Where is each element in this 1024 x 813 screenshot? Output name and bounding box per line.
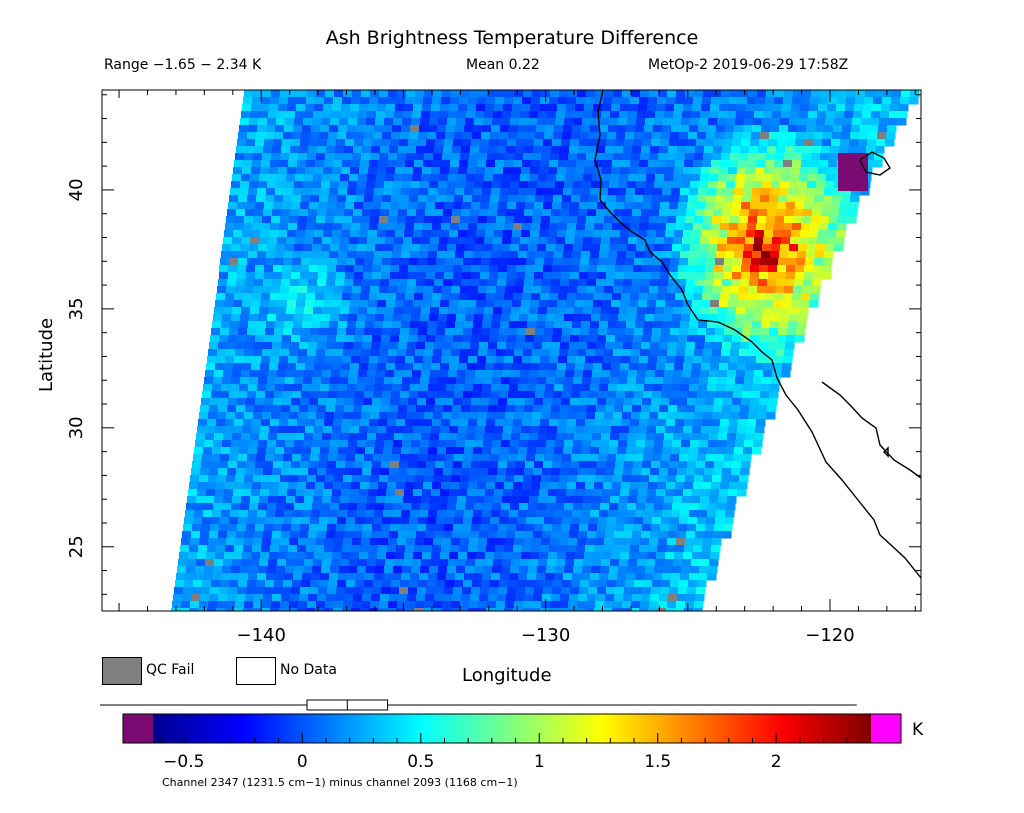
y-tick-label: 35	[66, 297, 87, 320]
colorbar-tick-label: −0.5	[163, 752, 204, 772]
colorbar: −0.5 0 0.5 1 1.5 2	[100, 699, 902, 772]
colorbar-tick-label: 2	[771, 752, 782, 772]
satellite-time-text: MetOp-2 2019-06-29 17:58Z	[648, 57, 849, 73]
x-tick-label: −140	[237, 625, 286, 646]
colorbar-under-swatch	[123, 714, 153, 743]
channel-footnote: Channel 2347 (1231.5 cm−1) minus channel…	[162, 776, 518, 789]
colorbar-unit: K	[912, 720, 924, 740]
coastline	[594, 90, 921, 579]
y-tick-label: 30	[66, 416, 87, 439]
x-axis-label: Longitude	[462, 665, 552, 686]
colorbar-tick-label: 0	[297, 752, 308, 772]
colorbar-over-swatch	[871, 714, 901, 743]
no-data-label: No Data	[280, 662, 337, 678]
chart-title: Ash Brightness Temperature Difference	[325, 27, 699, 49]
colorbar-tick-label: 1	[534, 752, 545, 772]
qc-fail-swatch	[102, 657, 142, 685]
mean-text: Mean 0.22	[466, 57, 540, 73]
colorbar-frame	[122, 713, 902, 744]
heatmap-swath	[171, 90, 920, 611]
y-tick-label: 40	[66, 178, 87, 201]
x-tick-label: −120	[805, 625, 854, 646]
colorbar-tick-label: 0.5	[407, 752, 434, 772]
plot-frame	[101, 89, 922, 612]
qc-fail-label: QC Fail	[146, 662, 195, 678]
axes: −140 −130 −120 25 30 35 40	[66, 90, 921, 646]
colorbar-gradient	[153, 714, 871, 743]
y-tick-label: 25	[66, 535, 87, 558]
range-text: Range −1.65 − 2.34 K	[104, 57, 262, 73]
no-data-swatch	[236, 657, 276, 685]
x-tick-label: −130	[521, 625, 570, 646]
colorbar-tick-label: 1.5	[644, 752, 671, 772]
y-axis-label: Latitude	[36, 317, 57, 392]
